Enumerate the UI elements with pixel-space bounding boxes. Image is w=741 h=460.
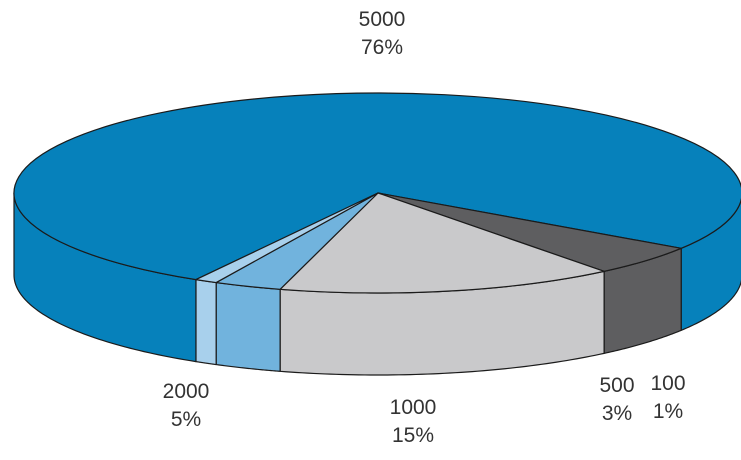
slice-label-2000-percent: 5% xyxy=(170,408,202,431)
slice-label-5000-percent: 76% xyxy=(360,36,404,59)
slice-label-100: 100 1% xyxy=(650,370,685,426)
slice-5000-top xyxy=(13,92,741,281)
slice-100-top xyxy=(195,192,379,284)
slice-label-1000: 1000 15% xyxy=(390,394,437,450)
slice-label-5000-name: 5000 xyxy=(358,8,406,31)
slice-label-500: 500 3% xyxy=(599,372,634,428)
slice-1000-top xyxy=(279,192,605,294)
slice-label-100-percent: 1% xyxy=(652,400,684,423)
slice-label-100-name: 100 xyxy=(650,372,686,395)
slice-label-2000: 2000 5% xyxy=(163,378,210,434)
slice-label-500-name: 500 xyxy=(599,374,635,397)
slice-100-side xyxy=(195,279,217,366)
slice-label-500-percent: 3% xyxy=(601,402,633,425)
slice-label-1000-name: 1000 xyxy=(389,396,437,419)
slice-label-5000: 5000 76% xyxy=(359,6,406,62)
slice-label-1000-percent: 15% xyxy=(391,424,435,447)
slice-500-side xyxy=(215,281,281,372)
slice-label-2000-name: 2000 xyxy=(162,380,210,403)
